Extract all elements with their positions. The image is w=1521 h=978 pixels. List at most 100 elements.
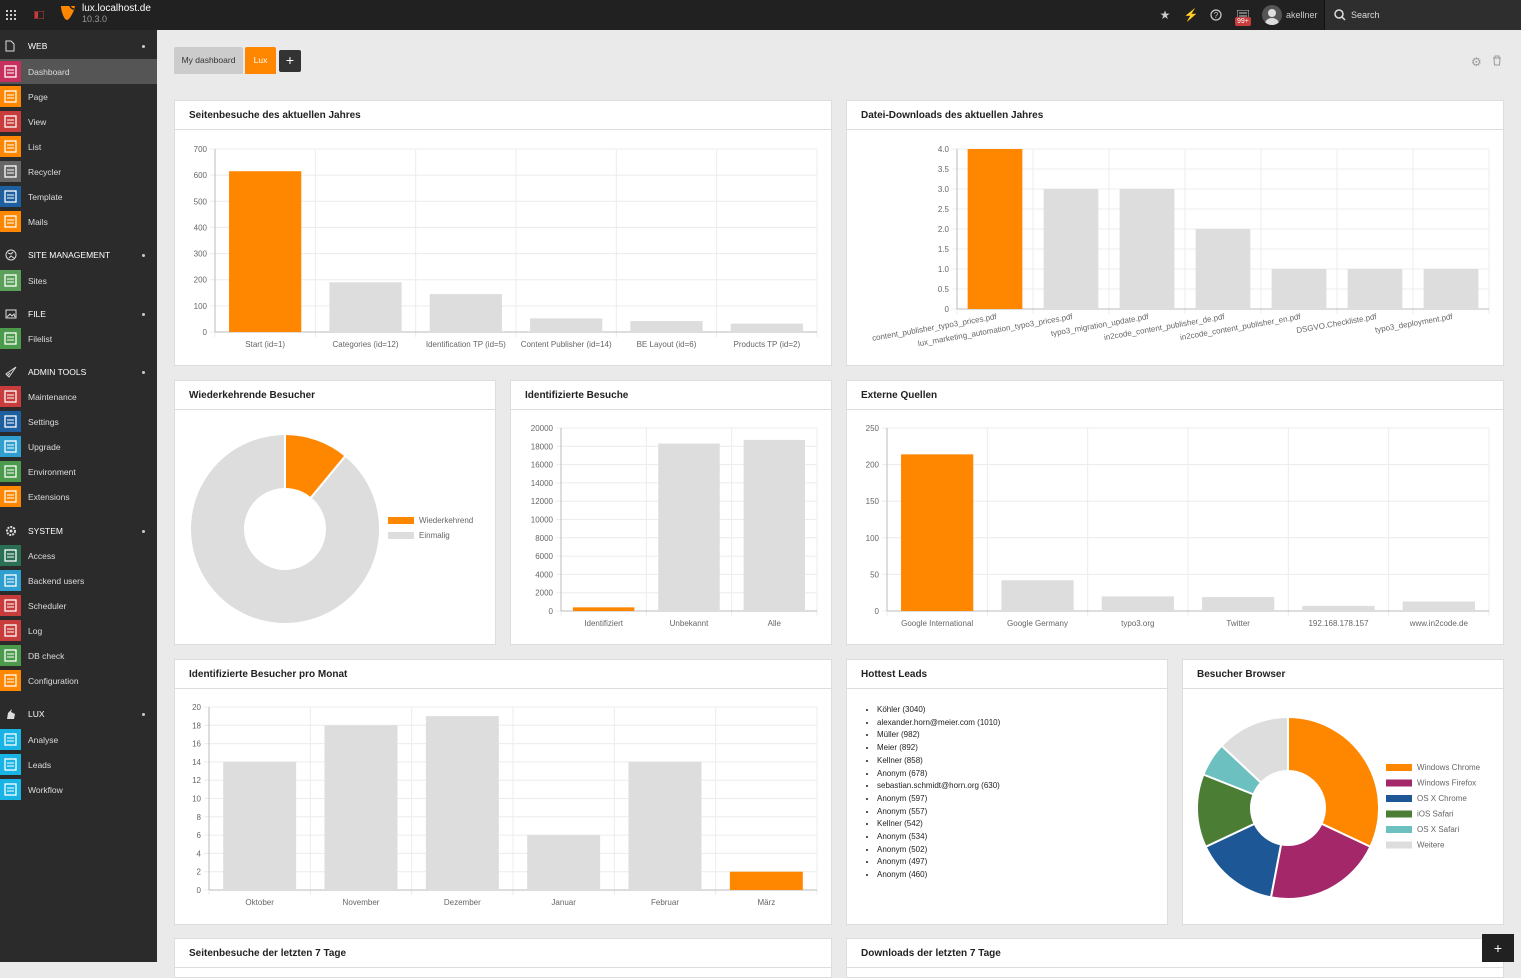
section-site-management[interactable]: SITE MANAGEMENT [0, 244, 157, 266]
widget-downloads: Datei-Downloads des aktuellen Jahres 0 0.… [846, 100, 1504, 366]
sidebar-item-recycler[interactable]: Recycler [0, 159, 157, 184]
sidebar-item-configuration[interactable]: Configuration [0, 668, 157, 693]
lead-item[interactable]: Anonym (460) [877, 869, 1000, 882]
tab-my-dashboard[interactable]: My dashboard [174, 47, 243, 74]
system-information-icon[interactable] [1235, 7, 1251, 23]
add-widget-button[interactable]: + [1482, 934, 1514, 962]
section-file[interactable]: FILE [0, 303, 157, 325]
sidebar-item-maintenance[interactable]: Maintenance [0, 384, 157, 409]
x-tick-label: Dezember [444, 898, 481, 907]
sidebar-item-db-check[interactable]: DB check [0, 643, 157, 668]
bar [425, 716, 499, 890]
lead-item[interactable]: sebastian.schmidt@horn.org (630) [877, 780, 1000, 793]
lead-item[interactable]: Meier (892) [877, 742, 1000, 755]
flash-icon[interactable]: ⚡ [1183, 8, 1199, 22]
legend-swatch [1386, 841, 1412, 849]
sidebar-item-scheduler[interactable]: Scheduler [0, 593, 157, 618]
y-tick-label: 100 [866, 534, 880, 543]
search-field[interactable]: Search [1324, 0, 1521, 30]
legend-swatch [388, 517, 414, 524]
x-tick-label: DSGVO.Checkliste.pdf [1296, 312, 1378, 335]
chart-external-sources: 0 50 100 150 200 250 Google International Googl… [866, 424, 1490, 628]
y-tick-label: 600 [194, 171, 208, 180]
bar [1195, 229, 1251, 309]
sidebar-item-analyse[interactable]: Analyse [0, 727, 157, 752]
lead-item[interactable]: Anonym (678) [877, 768, 1000, 781]
x-tick-label: November [343, 898, 380, 907]
pie-slice [1220, 715, 1289, 785]
lead-item[interactable]: Anonym (597) [877, 793, 1000, 806]
log-icon [0, 620, 21, 641]
sidebar-item-page[interactable]: Page [0, 84, 157, 109]
upgrade-refresh-icon [0, 436, 21, 457]
sidebar-item-template[interactable]: Template [0, 184, 157, 209]
lead-item[interactable]: Anonym (502) [877, 844, 1000, 857]
lead-item[interactable]: Kellner (858) [877, 755, 1000, 768]
pie-slice [189, 432, 381, 625]
x-tick-label: Unbekannt [670, 619, 709, 628]
sidebar-item-upgrade[interactable]: Upgrade [0, 434, 157, 459]
widget-page-visits: Seitenbesuche des aktuellen Jahres 0 100 2… [174, 100, 832, 366]
legend-label: OS X Chrome [1417, 794, 1467, 803]
bookmark-star-icon[interactable]: ★ [1159, 8, 1171, 22]
widget-visitor-browser: Besucher Browser Windows Chrome Windows F… [1182, 659, 1504, 925]
sidebar-item-mails[interactable]: Mails [0, 209, 157, 234]
sidebar-item-sites[interactable]: Sites [0, 268, 157, 293]
site-brand[interactable]: lux.localhost.de 10.3.0 [60, 3, 151, 25]
sidebar-item-list[interactable]: List [0, 134, 157, 159]
page-tree-toggle-icon[interactable] [29, 0, 49, 30]
sidebar-item-log[interactable]: Log [0, 618, 157, 643]
widget-title: Hottest Leads [861, 669, 928, 680]
chart-monthly-identified: 0 2 4 6 8 10 12 14 16 18 20 Oktober November Dezember… [192, 703, 818, 907]
section-lux[interactable]: LUX [0, 703, 157, 725]
sidebar-item-workflow[interactable]: Workflow [0, 777, 157, 802]
dashboard-settings-gear-icon[interactable]: ⚙ [1471, 55, 1482, 69]
y-tick-label: 4 [197, 849, 202, 858]
section-admin-tools[interactable]: ADMIN TOOLS [0, 361, 157, 383]
help-icon[interactable]: ? [1208, 7, 1224, 23]
module-menu-icon[interactable] [0, 0, 22, 30]
legend-label: iOS Safari [1417, 810, 1454, 819]
sidebar-item-environment[interactable]: Environment [0, 459, 157, 484]
bar [223, 761, 297, 890]
user-avatar-icon[interactable] [1262, 5, 1282, 25]
bar [743, 439, 806, 611]
legend-label: Weitere [1417, 841, 1445, 850]
y-tick-label: 250 [866, 424, 880, 433]
section-system[interactable]: SYSTEM [0, 520, 157, 542]
tab-lux[interactable]: Lux [245, 47, 276, 74]
section-web[interactable]: WEB [0, 35, 157, 57]
leads-person-icon [0, 754, 21, 775]
bar [729, 871, 803, 890]
sidebar-item-leads[interactable]: Leads [0, 752, 157, 777]
lead-item[interactable]: Müller (982) [877, 729, 1000, 742]
sidebar-item-filelist[interactable]: Filelist [0, 326, 157, 351]
lead-item[interactable]: alexander.horn@meier.com (1010) [877, 717, 1000, 730]
y-tick-label: 100 [194, 302, 208, 311]
y-tick-label: 8000 [535, 534, 553, 543]
lead-item[interactable]: Anonym (534) [877, 831, 1000, 844]
sidebar-item-extensions[interactable]: Extensions [0, 484, 157, 509]
configuration-sliders-icon [0, 670, 21, 691]
lux-unicorn-icon [5, 708, 17, 720]
lead-item[interactable]: Kellner (542) [877, 818, 1000, 831]
y-tick-label: 500 [194, 197, 208, 206]
sidebar-item-settings[interactable]: Settings [0, 409, 157, 434]
legend-swatch [1386, 810, 1412, 818]
lead-item[interactable]: Köhler (3040) [877, 704, 1000, 717]
lead-item[interactable]: Anonym (557) [877, 806, 1000, 819]
sidebar-item-access[interactable]: Access [0, 543, 157, 568]
y-tick-label: 0 [549, 607, 554, 616]
add-dashboard-button[interactable]: + [279, 50, 301, 72]
sidebar-item-backend-users[interactable]: Backend users [0, 568, 157, 593]
sidebar-item-dashboard[interactable]: Dashboard [0, 59, 157, 84]
y-tick-label: 4.0 [938, 145, 950, 154]
search-label: Search [1351, 10, 1380, 20]
sidebar-item-view[interactable]: View [0, 109, 157, 134]
user-name[interactable]: akellner [1286, 10, 1318, 20]
dashboard-delete-trash-icon[interactable] [1492, 55, 1502, 69]
template-icon [0, 186, 21, 207]
x-tick-label: Products TP (id=2) [734, 340, 801, 349]
widget-title: Seitenbesuche der letzten 7 Tage [189, 948, 347, 959]
lead-item[interactable]: Anonym (497) [877, 856, 1000, 869]
